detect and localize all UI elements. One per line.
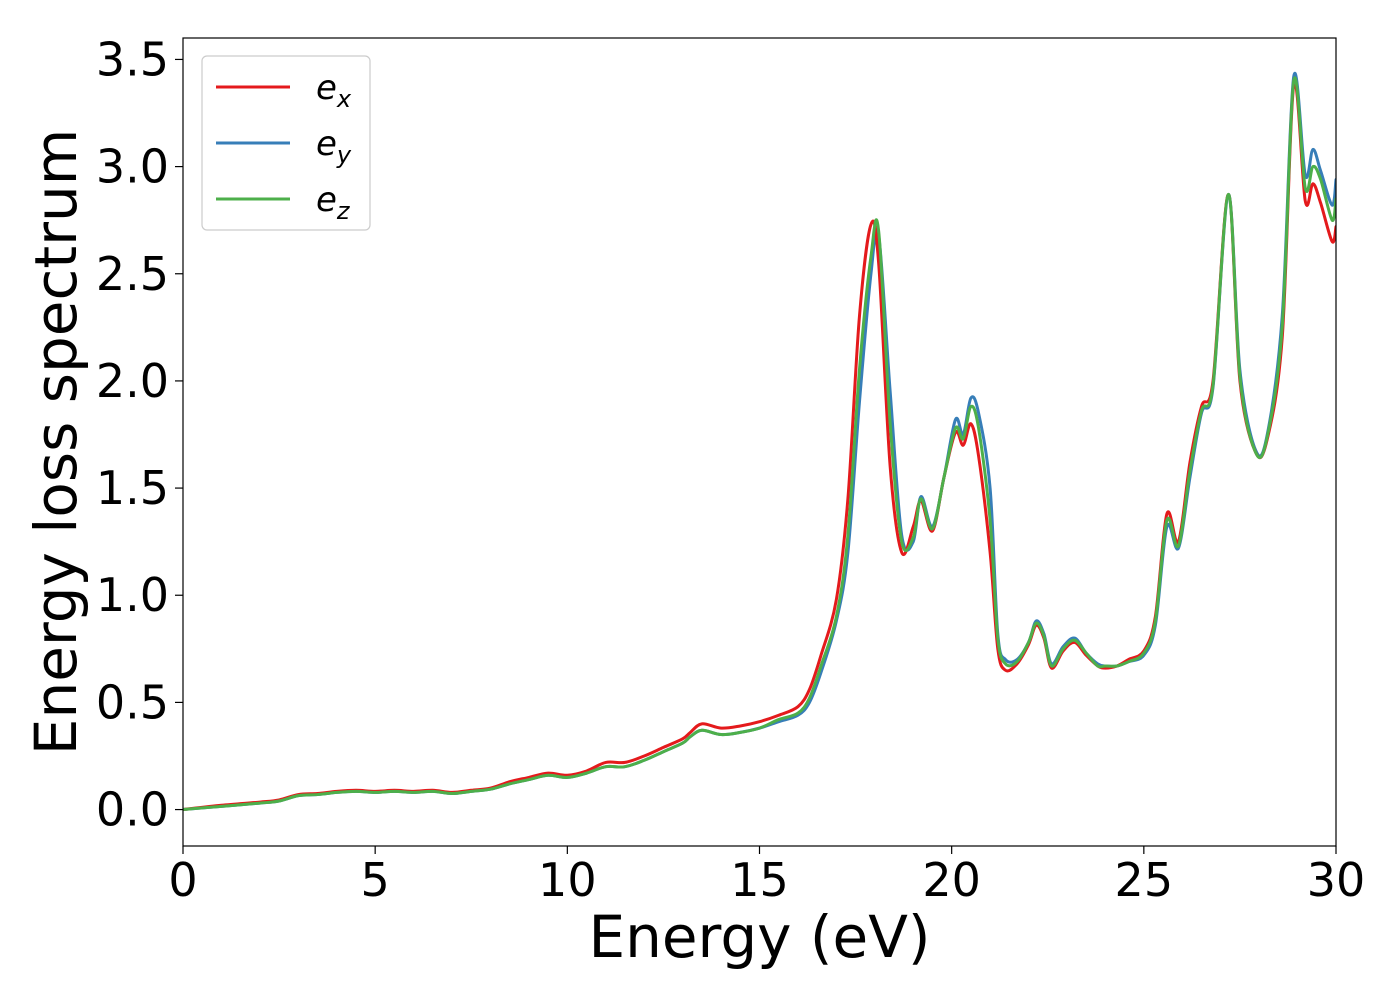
legend-label-base: e xyxy=(316,68,337,108)
legend-label-subscript: z xyxy=(336,197,351,225)
legend-label-subscript: x xyxy=(336,85,352,113)
y-axis: 0.0 0.5 1.0 1.5 2.0 2.5 3.0 3.5 xyxy=(96,32,183,837)
legend-label-base: e xyxy=(316,180,337,220)
legend-label-ex: ex xyxy=(316,68,352,113)
y-axis-title: Energy loss spectrum xyxy=(22,129,90,755)
y-tick-label: 3.0 xyxy=(96,140,169,194)
legend-label-base: e xyxy=(316,124,337,164)
y-tick-label: 1.5 xyxy=(96,461,169,515)
y-tick-label: 2.5 xyxy=(96,247,169,301)
x-tick-label: 0 xyxy=(168,853,197,907)
y-tick-label: 2.0 xyxy=(96,354,169,408)
x-tick-label: 5 xyxy=(361,853,390,907)
x-tick-label: 10 xyxy=(538,853,597,907)
y-tick-label: 0.0 xyxy=(96,783,169,837)
legend-label-ey: ey xyxy=(316,124,352,169)
legend-label-ez: ez xyxy=(316,180,351,225)
legend-label-subscript: y xyxy=(336,141,352,169)
x-tick-label: 15 xyxy=(730,853,789,907)
y-tick-label: 3.5 xyxy=(96,32,169,86)
series-line-ez xyxy=(183,76,1336,812)
x-tick-label: 20 xyxy=(922,853,981,907)
y-tick-label: 0.5 xyxy=(96,675,169,729)
x-tick-label: 30 xyxy=(1307,853,1366,907)
y-tick-label: 1.0 xyxy=(96,568,169,622)
x-axis-title: Energy (eV) xyxy=(588,903,930,971)
x-tick-label: 25 xyxy=(1115,853,1174,907)
x-axis: 0 5 10 15 20 25 30 xyxy=(168,846,1365,907)
series-layer xyxy=(183,71,1336,812)
